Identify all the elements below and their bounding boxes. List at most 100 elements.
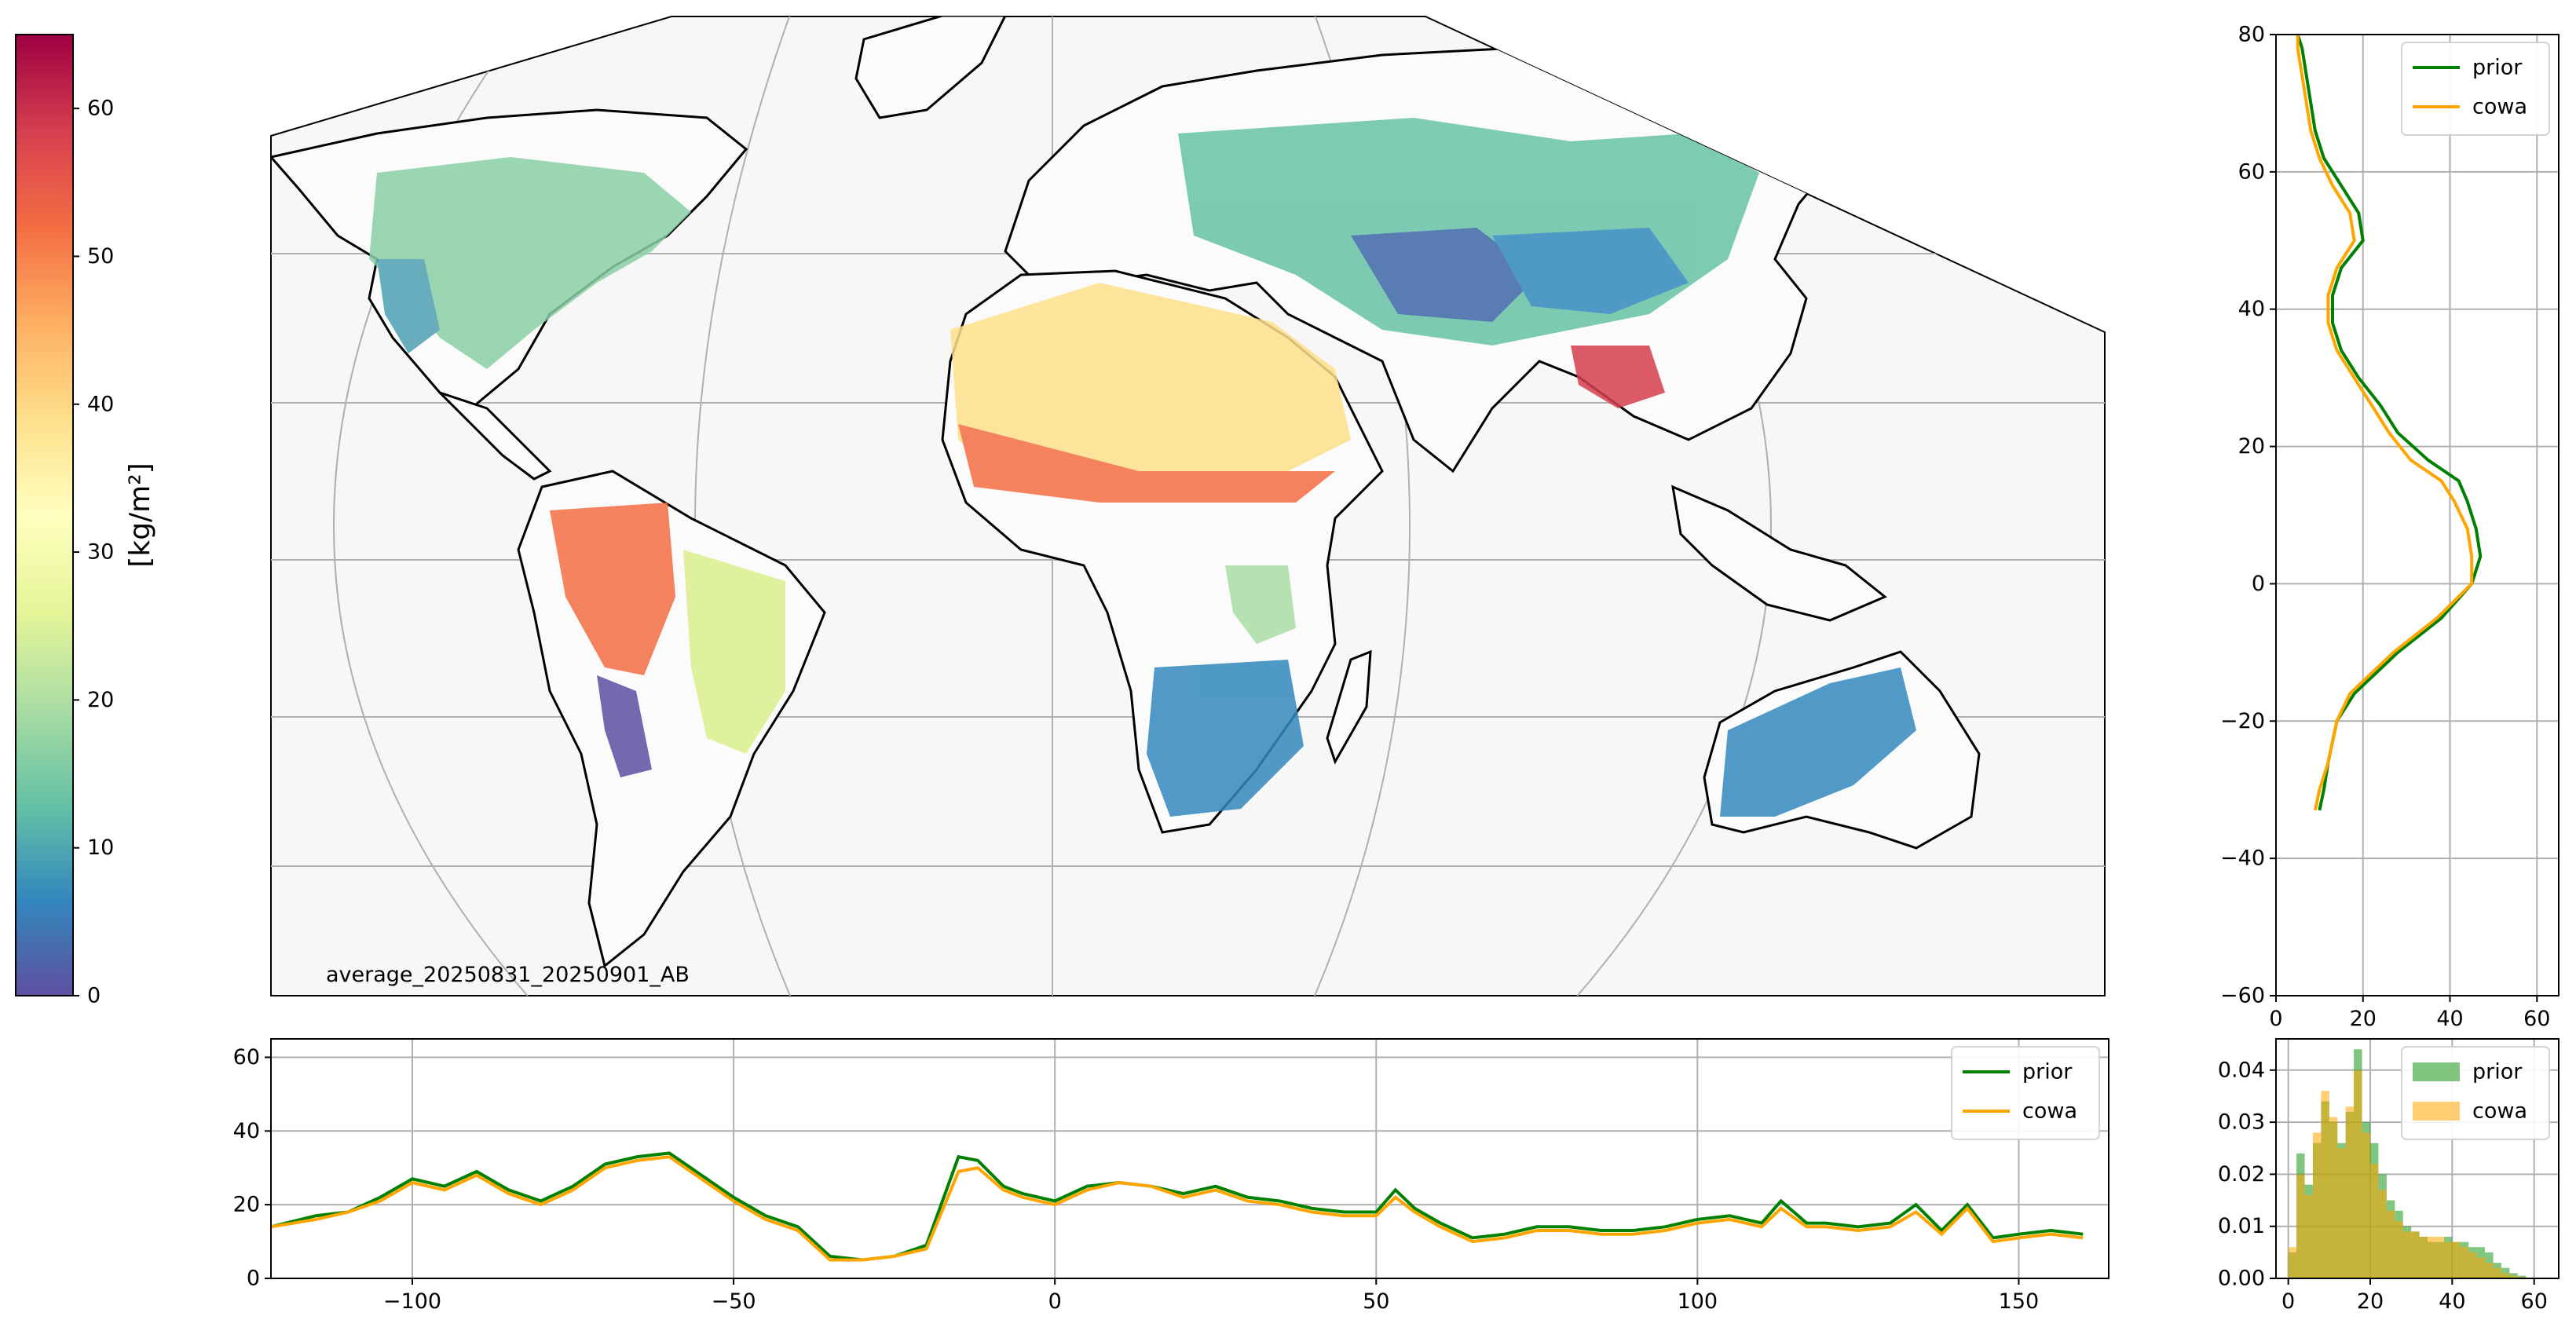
y-tick-label: 60 xyxy=(2238,159,2265,184)
colorbar-tick-label: 60 xyxy=(87,97,114,121)
latitude-series xyxy=(2296,35,2483,811)
legend-label-cowa: cowa xyxy=(2472,1099,2527,1124)
southeast-asia-islands xyxy=(1671,484,1887,622)
legend-label-prior: prior xyxy=(2472,1060,2523,1084)
y-tick-label: 0.03 xyxy=(2218,1110,2265,1135)
data-sahara xyxy=(950,283,1351,487)
data-sa-west xyxy=(550,503,675,675)
data-sahel xyxy=(958,424,1335,503)
bar-cowa xyxy=(2288,1247,2297,1278)
bar-cowa xyxy=(2304,1194,2313,1278)
bar-cowa xyxy=(2452,1241,2461,1278)
y-tick-label: 80 xyxy=(2238,23,2265,47)
bar-cowa xyxy=(2493,1267,2501,1278)
y-tick-label: 0.04 xyxy=(2218,1058,2265,1082)
x-tick-label: −100 xyxy=(383,1289,441,1314)
colorbar-tick-label: 40 xyxy=(87,392,114,416)
map-data-field xyxy=(369,118,1916,817)
bar-cowa xyxy=(2476,1257,2486,1278)
x-tick-label: 40 xyxy=(2436,1007,2463,1031)
data-india xyxy=(1571,346,1665,408)
data-andes xyxy=(597,675,652,777)
bar-cowa xyxy=(2329,1117,2338,1278)
histogram-panel: 0 20 40 60 0.00 0.01 0.02 0.03 0.04 prior cowa xyxy=(2218,1038,2560,1314)
data-na-west xyxy=(377,259,440,353)
latitude-legend: prior cowa xyxy=(2401,42,2550,136)
data-sa-east xyxy=(683,550,785,754)
legend-label-cowa: cowa xyxy=(2022,1099,2077,1124)
data-east-africa xyxy=(1225,565,1296,644)
series-line-prior xyxy=(271,1151,2084,1262)
bar-cowa xyxy=(2296,1174,2305,1278)
x-tick-label: 60 xyxy=(2521,1289,2548,1314)
x-tick-label: 0 xyxy=(2269,1007,2282,1031)
bar-cowa xyxy=(2419,1236,2428,1278)
x-tick-label: 0 xyxy=(2281,1289,2295,1314)
y-tick-label: 40 xyxy=(2238,297,2265,321)
data-na xyxy=(369,157,691,369)
map-annotation: average_20250831_20250901_AB xyxy=(326,963,690,987)
x-tick-label: 100 xyxy=(1678,1289,1718,1314)
colorbar-tick-label: 30 xyxy=(87,540,114,565)
bar-cowa xyxy=(2428,1236,2436,1278)
data-mongolia xyxy=(1492,228,1689,314)
bar-cowa xyxy=(2386,1210,2395,1278)
y-tick-label: 20 xyxy=(233,1193,260,1217)
histogram-ticks: 0 20 40 60 0.00 0.01 0.02 0.03 0.04 xyxy=(2218,1058,2548,1314)
latitude-plot-frame xyxy=(2276,35,2559,996)
data-tibet xyxy=(1351,228,1539,322)
y-tick-label: 40 xyxy=(233,1119,260,1143)
madagascar xyxy=(1326,649,1372,765)
bar-cowa xyxy=(2460,1247,2469,1278)
latitude-profile-panel: 0 20 40 60 −60 −40 −20 0 20 40 60 80 prior cowa xyxy=(2220,23,2560,1032)
bar-cowa xyxy=(2370,1164,2379,1278)
legend-label-prior: prior xyxy=(2022,1060,2073,1084)
longitude-plot-frame xyxy=(271,1039,2109,1278)
data-australia xyxy=(1720,667,1916,817)
legend-label-cowa: cowa xyxy=(2472,95,2527,119)
bar-cowa xyxy=(2362,1132,2370,1278)
map-content xyxy=(271,16,2105,996)
legend-box xyxy=(1951,1046,2100,1140)
x-tick-label: −50 xyxy=(712,1289,756,1314)
x-tick-label: 50 xyxy=(1363,1289,1389,1314)
y-tick-label: 20 xyxy=(2238,434,2265,459)
bar-cowa xyxy=(2312,1132,2322,1278)
x-tick-label: 20 xyxy=(2357,1289,2384,1314)
y-tick-label: −20 xyxy=(2220,709,2265,733)
y-tick-label: 0 xyxy=(247,1267,260,1291)
colorbar-ticks: 0 10 20 30 40 50 60 xyxy=(73,97,114,1008)
colorbar-tick-label: 50 xyxy=(87,244,114,269)
bar-prior xyxy=(2517,1275,2527,1278)
bar-cowa xyxy=(2395,1221,2403,1278)
y-tick-label: 0 xyxy=(2252,572,2265,596)
x-tick-label: 0 xyxy=(1048,1289,1062,1314)
bar-cowa xyxy=(2435,1236,2444,1278)
series-line-prior xyxy=(2296,35,2483,811)
bar-cowa xyxy=(2337,1148,2346,1278)
bar-cowa xyxy=(2378,1190,2387,1278)
longitude-series xyxy=(271,1151,2084,1262)
bar-cowa xyxy=(2485,1263,2494,1278)
x-tick-label: 150 xyxy=(1999,1289,2040,1314)
latitude-ticks: 0 20 40 60 −60 −40 −20 0 20 40 60 80 xyxy=(2220,23,2550,1032)
y-tick-label: 0.01 xyxy=(2218,1214,2265,1238)
y-tick-label: 60 xyxy=(233,1045,260,1070)
histogram-bars xyxy=(2288,1049,2527,1278)
data-south-africa xyxy=(1147,660,1304,817)
series-line-cowa xyxy=(2296,35,2474,811)
y-tick-label: 0.02 xyxy=(2218,1162,2265,1187)
bar-cowa xyxy=(2501,1273,2510,1278)
histogram-legend: prior cowa xyxy=(2401,1046,2550,1140)
bar-cowa xyxy=(2354,1070,2362,1278)
x-tick-label: 20 xyxy=(2350,1007,2377,1031)
legend-swatch-prior xyxy=(2413,1062,2460,1081)
legend-label-prior: prior xyxy=(2472,56,2523,80)
x-tick-label: 40 xyxy=(2439,1289,2465,1314)
longitude-legend: prior cowa xyxy=(1951,1046,2100,1140)
series-line-cowa xyxy=(271,1155,2084,1262)
y-tick-label: −60 xyxy=(2220,984,2265,1008)
bar-cowa xyxy=(2509,1275,2518,1278)
bar-cowa xyxy=(2402,1231,2412,1278)
